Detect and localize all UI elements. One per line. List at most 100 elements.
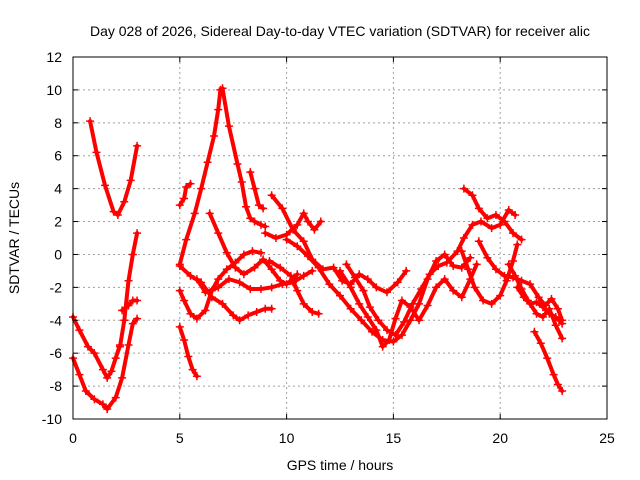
data-point — [128, 319, 137, 328]
y-tick-label: -2 — [50, 279, 63, 295]
data-point — [282, 235, 291, 244]
data-point — [519, 293, 528, 302]
data-point — [203, 158, 212, 167]
series-sat-d — [115, 229, 142, 351]
y-axis-title: SDTVAR / TECUs — [6, 182, 22, 294]
data-point — [517, 235, 526, 244]
data-point — [459, 234, 468, 242]
data-point — [483, 214, 492, 223]
data-point — [286, 271, 295, 280]
data-point — [365, 303, 374, 312]
series-trace — [461, 186, 524, 242]
data-point — [180, 296, 189, 305]
series-sat-c — [69, 314, 142, 414]
series-sat-e — [118, 296, 142, 315]
data-point — [530, 327, 539, 336]
data-point — [509, 229, 518, 238]
data-point — [218, 299, 227, 308]
x-tick-label: 10 — [279, 430, 295, 446]
data-point — [267, 265, 276, 274]
data-point — [363, 312, 372, 321]
data-point — [107, 367, 116, 376]
data-point — [325, 280, 334, 289]
series-sat-s — [342, 206, 520, 340]
data-point — [545, 309, 554, 318]
data-point — [239, 270, 248, 279]
data-point — [308, 266, 317, 275]
data-point — [235, 278, 244, 287]
series-sat-h — [175, 247, 265, 323]
data-point — [532, 298, 541, 307]
data-point — [355, 299, 364, 308]
x-tick-label: 0 — [69, 430, 77, 446]
series-trace — [248, 170, 266, 211]
data-point — [256, 248, 265, 257]
data-point — [133, 141, 142, 150]
data-point — [98, 400, 107, 409]
data-point — [242, 202, 251, 211]
y-tick-label: 8 — [54, 115, 62, 131]
data-point — [336, 291, 344, 300]
data-point — [310, 225, 319, 234]
data-point — [442, 258, 451, 267]
series-sat-g — [175, 179, 195, 210]
data-point — [267, 191, 276, 200]
data-point — [75, 370, 84, 379]
series-sat-u — [457, 240, 522, 308]
data-point — [133, 229, 142, 238]
y-tick-label: 4 — [54, 181, 62, 197]
data-point — [120, 316, 129, 325]
data-point — [363, 275, 372, 284]
data-point — [551, 321, 560, 330]
data-point — [293, 286, 302, 295]
data-point — [391, 331, 400, 340]
x-tick-labels: 0 5 10 15 20 25 — [69, 430, 615, 446]
series-sat-x — [513, 283, 567, 328]
data-point — [558, 334, 567, 343]
data-point — [248, 247, 257, 256]
data-point — [214, 105, 223, 114]
data-point — [487, 224, 496, 233]
series-sat-r — [336, 260, 481, 351]
data-point — [265, 257, 274, 266]
data-point — [406, 316, 415, 325]
data-point — [250, 217, 259, 226]
series-trace — [177, 181, 193, 208]
data-point — [111, 393, 120, 402]
grid-lines — [73, 57, 607, 419]
y-tick-label: -10 — [42, 411, 62, 427]
data-point — [101, 181, 110, 190]
x-tick-label: 25 — [599, 430, 615, 446]
data-point — [397, 296, 406, 305]
data-point — [504, 260, 513, 269]
data-point — [464, 265, 473, 274]
data-point — [256, 220, 265, 229]
data-point — [201, 306, 210, 315]
data-point — [553, 380, 562, 389]
series-trace — [459, 242, 520, 306]
series-sat-y — [530, 327, 567, 396]
y-tick-label: 12 — [46, 49, 62, 65]
data-point — [314, 309, 323, 318]
data-point — [423, 301, 432, 310]
data-point — [303, 217, 312, 226]
data-point — [449, 261, 458, 270]
data-point — [476, 217, 485, 226]
data-point — [350, 273, 359, 282]
data-point — [425, 270, 434, 279]
data-point — [382, 326, 391, 335]
data-point — [175, 286, 184, 295]
data-point — [468, 220, 477, 229]
data-point — [278, 204, 287, 213]
data-point — [267, 304, 276, 313]
data-point — [282, 280, 291, 289]
data-point — [186, 179, 195, 188]
plot-frame — [72, 56, 608, 420]
data-point — [175, 322, 184, 331]
data-point — [378, 342, 387, 351]
data-point — [314, 263, 323, 272]
data-point — [474, 204, 483, 213]
data-point — [75, 326, 84, 335]
data-point — [299, 271, 308, 280]
data-point — [115, 342, 124, 351]
